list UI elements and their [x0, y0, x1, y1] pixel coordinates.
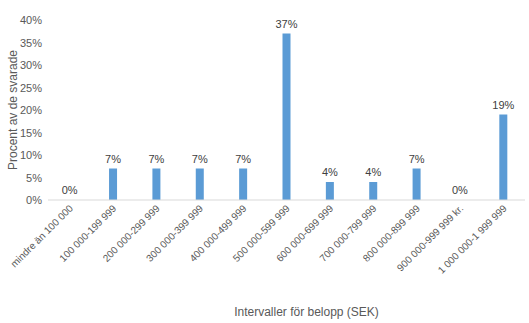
data-label: 19%	[492, 99, 514, 111]
data-label: 4%	[322, 166, 338, 178]
bar	[369, 182, 377, 200]
y-tick-label: 0%	[26, 194, 42, 206]
x-tick-label: 1 000 000-1 999 999	[436, 202, 509, 275]
bar	[283, 34, 291, 201]
y-tick-label: 40%	[20, 14, 42, 26]
data-label: 7%	[409, 153, 425, 165]
bar	[413, 169, 421, 201]
x-axis-line	[48, 200, 525, 201]
bar	[499, 115, 507, 201]
y-tick-label: 30%	[20, 59, 42, 71]
bar	[152, 169, 160, 201]
y-tick-label: 25%	[20, 82, 42, 94]
data-label: 7%	[235, 153, 251, 165]
x-axis-title: Intervaller för belopp (SEK)	[234, 305, 379, 319]
y-tick-label: 35%	[20, 37, 42, 49]
bars	[109, 34, 507, 201]
data-label: 7%	[148, 153, 164, 165]
data-label: 37%	[275, 18, 297, 30]
bar	[239, 169, 247, 201]
data-label: 0%	[62, 184, 78, 196]
data-label: 4%	[365, 166, 381, 178]
bar	[196, 169, 204, 201]
bar	[109, 169, 117, 201]
chart-container: 0% 5% 10% 15% 20% 25% 30% 35% 40% 0% 7% 7% 7% 7% 37% 4%…	[0, 0, 529, 323]
data-label: 7%	[192, 153, 208, 165]
data-label: 7%	[105, 153, 121, 165]
y-tick-label: 10%	[20, 149, 42, 161]
chart-svg: 0% 5% 10% 15% 20% 25% 30% 35% 40% 0% 7% 7% 7% 7% 37% 4%…	[0, 0, 529, 323]
data-label: 0%	[452, 184, 468, 196]
y-tick-label: 20%	[20, 104, 42, 116]
y-tick-label: 5%	[26, 172, 42, 184]
y-axis-title: Procent av de svarade	[6, 50, 20, 170]
y-tick-label: 15%	[20, 127, 42, 139]
bar	[326, 182, 334, 200]
